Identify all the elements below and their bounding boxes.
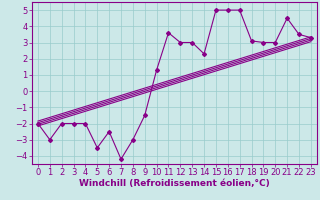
- X-axis label: Windchill (Refroidissement éolien,°C): Windchill (Refroidissement éolien,°C): [79, 179, 270, 188]
